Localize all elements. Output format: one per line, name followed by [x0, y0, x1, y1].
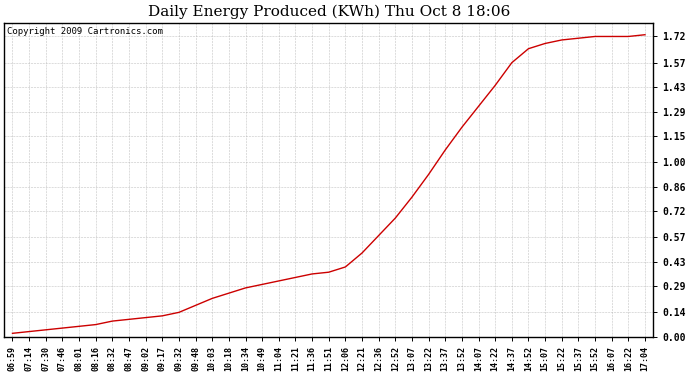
Text: Copyright 2009 Cartronics.com: Copyright 2009 Cartronics.com — [8, 27, 164, 36]
Title: Daily Energy Produced (KWh) Thu Oct 8 18:06: Daily Energy Produced (KWh) Thu Oct 8 18… — [148, 4, 510, 18]
